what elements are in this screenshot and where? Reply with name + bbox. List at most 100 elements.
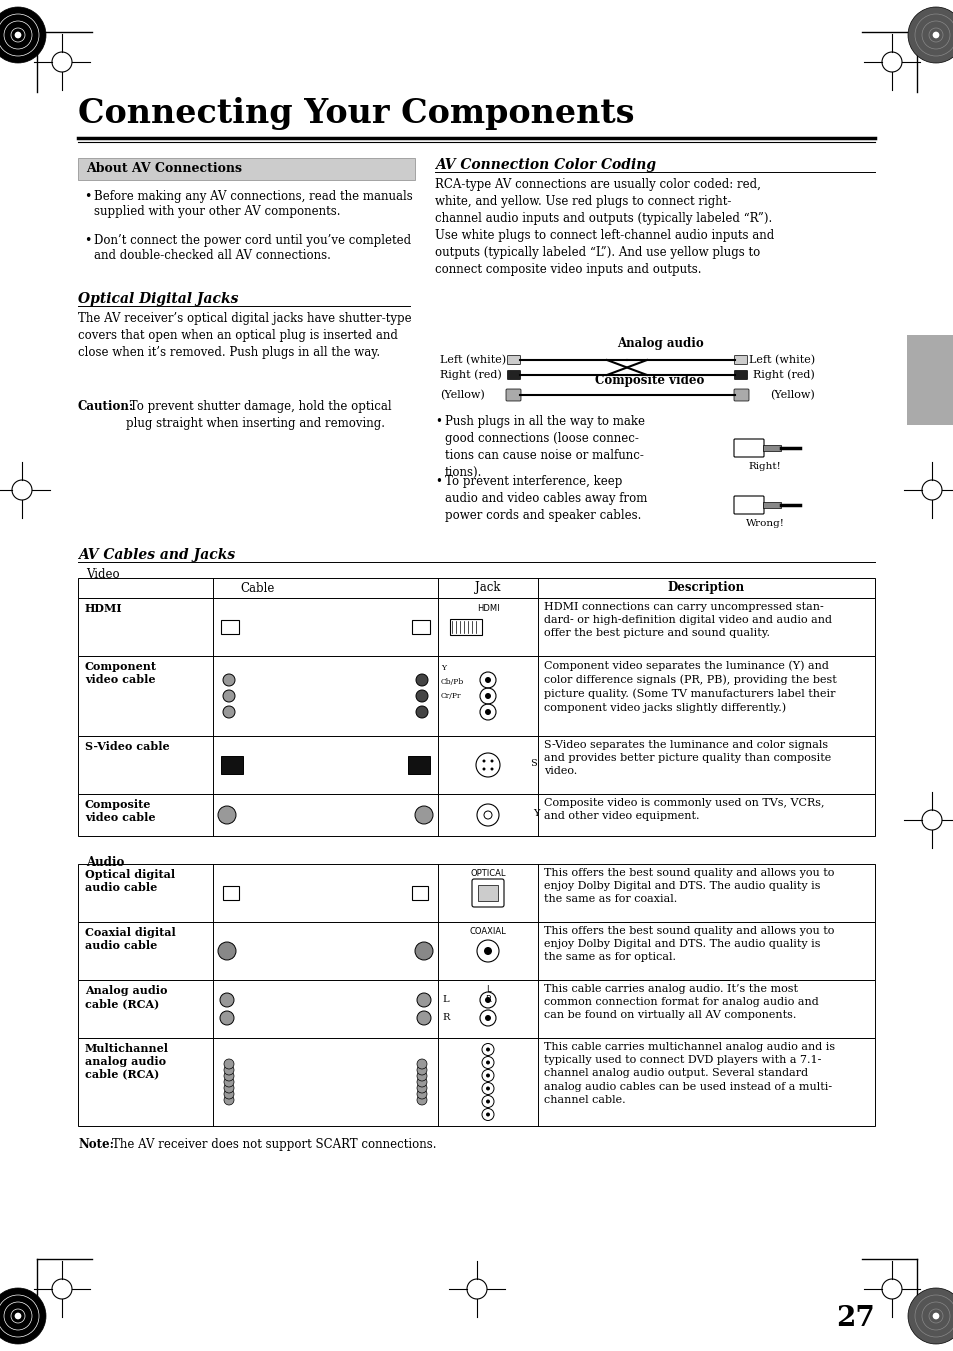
Circle shape bbox=[484, 709, 491, 715]
Text: Cr/Pr: Cr/Pr bbox=[440, 692, 461, 700]
Circle shape bbox=[485, 1047, 490, 1051]
Circle shape bbox=[485, 1061, 490, 1065]
Circle shape bbox=[224, 1077, 233, 1088]
Text: S: S bbox=[530, 758, 537, 767]
Circle shape bbox=[907, 1288, 953, 1344]
Text: Component
video cable: Component video cable bbox=[85, 661, 157, 685]
Text: Component video separates the luminance (Y) and
color difference signals (PR, PB: Component video separates the luminance … bbox=[543, 661, 836, 712]
Text: R: R bbox=[441, 1012, 449, 1021]
Bar bbox=[78, 1038, 874, 1125]
Bar bbox=[78, 921, 874, 979]
Text: RCA-type AV connections are usually color coded: red,
white, and yellow. Use red: RCA-type AV connections are usually colo… bbox=[435, 178, 774, 276]
Text: •: • bbox=[84, 234, 91, 247]
Circle shape bbox=[490, 767, 493, 770]
Circle shape bbox=[218, 807, 235, 824]
Text: Analog audio
cable (RCA): Analog audio cable (RCA) bbox=[85, 985, 168, 1009]
Text: S-Video separates the luminance and color signals
and provides better picture qu: S-Video separates the luminance and colo… bbox=[543, 740, 830, 777]
Bar bbox=[412, 886, 428, 900]
Circle shape bbox=[223, 674, 234, 686]
Text: Optical digital
audio cable: Optical digital audio cable bbox=[85, 869, 175, 893]
Text: Left (white): Left (white) bbox=[439, 355, 506, 365]
Bar bbox=[78, 736, 874, 794]
Text: OPTICAL: OPTICAL bbox=[470, 869, 505, 878]
Circle shape bbox=[485, 1100, 490, 1104]
Text: HDMI connections can carry uncompressed stan-
dard- or high-definition digital v: HDMI connections can carry uncompressed … bbox=[543, 603, 831, 639]
Bar bbox=[78, 158, 415, 180]
Circle shape bbox=[416, 1011, 431, 1025]
Text: Note:: Note: bbox=[78, 1138, 113, 1151]
Text: AV Connection Color Coding: AV Connection Color Coding bbox=[435, 158, 656, 172]
Circle shape bbox=[416, 674, 428, 686]
Circle shape bbox=[416, 1059, 427, 1069]
Bar bbox=[221, 757, 243, 774]
Text: Cable: Cable bbox=[240, 581, 274, 594]
Bar bbox=[78, 657, 874, 736]
Bar bbox=[762, 503, 781, 508]
FancyBboxPatch shape bbox=[507, 370, 520, 380]
Circle shape bbox=[416, 993, 431, 1006]
Circle shape bbox=[415, 807, 433, 824]
Text: To prevent interference, keep
audio and video cables away from
power cords and s: To prevent interference, keep audio and … bbox=[444, 476, 647, 521]
Circle shape bbox=[932, 31, 939, 38]
Text: 27: 27 bbox=[836, 1305, 874, 1332]
Circle shape bbox=[416, 1065, 427, 1075]
Text: About AV Connections: About AV Connections bbox=[86, 162, 242, 176]
Bar bbox=[450, 619, 481, 635]
Text: Description: Description bbox=[667, 581, 744, 594]
Text: Connecting Your Components: Connecting Your Components bbox=[78, 97, 634, 130]
Text: Before making any AV connections, read the manuals
supplied with your other AV c: Before making any AV connections, read t… bbox=[94, 190, 413, 218]
Circle shape bbox=[14, 31, 21, 38]
Circle shape bbox=[224, 1059, 233, 1069]
Circle shape bbox=[218, 942, 235, 961]
Bar bbox=[78, 794, 874, 836]
Circle shape bbox=[485, 1086, 490, 1090]
Circle shape bbox=[932, 1313, 939, 1320]
Circle shape bbox=[416, 1084, 427, 1093]
Bar bbox=[412, 620, 430, 634]
Circle shape bbox=[484, 677, 491, 684]
Circle shape bbox=[224, 1065, 233, 1075]
Text: Audio: Audio bbox=[86, 857, 124, 869]
Text: Push plugs in all the way to make
good connections (loose connec-
tions can caus: Push plugs in all the way to make good c… bbox=[444, 415, 644, 480]
Bar bbox=[223, 886, 239, 900]
Circle shape bbox=[223, 707, 234, 717]
Text: (Yellow): (Yellow) bbox=[769, 390, 814, 400]
Circle shape bbox=[484, 693, 491, 698]
Bar bbox=[221, 620, 239, 634]
FancyBboxPatch shape bbox=[733, 496, 763, 513]
Circle shape bbox=[416, 707, 428, 717]
Text: Caution:: Caution: bbox=[78, 400, 134, 413]
Circle shape bbox=[0, 7, 46, 63]
Bar bbox=[78, 598, 874, 657]
Bar bbox=[477, 885, 497, 901]
Text: Don’t connect the power cord until you’ve completed
and double-checked all AV co: Don’t connect the power cord until you’v… bbox=[94, 234, 411, 262]
FancyBboxPatch shape bbox=[505, 389, 520, 401]
Circle shape bbox=[482, 767, 485, 770]
Text: Cb/Pb: Cb/Pb bbox=[440, 678, 464, 686]
Bar bbox=[78, 979, 874, 1038]
Circle shape bbox=[0, 1288, 46, 1344]
Text: Wrong!: Wrong! bbox=[745, 519, 783, 528]
Circle shape bbox=[220, 993, 233, 1006]
Text: L: L bbox=[441, 994, 448, 1004]
Bar bbox=[408, 757, 430, 774]
Text: Right!: Right! bbox=[748, 462, 781, 471]
Text: Coaxial digital
audio cable: Coaxial digital audio cable bbox=[85, 927, 175, 951]
Circle shape bbox=[224, 1096, 233, 1105]
Text: To prevent shutter damage, hold the optical
plug straight when inserting and rem: To prevent shutter damage, hold the opti… bbox=[126, 400, 392, 430]
Circle shape bbox=[485, 1112, 490, 1116]
Text: S-Video cable: S-Video cable bbox=[85, 740, 170, 753]
Circle shape bbox=[224, 1089, 233, 1098]
FancyBboxPatch shape bbox=[733, 389, 748, 401]
Circle shape bbox=[14, 1313, 21, 1320]
Text: •: • bbox=[435, 476, 441, 488]
Text: Right (red): Right (red) bbox=[753, 370, 814, 380]
Circle shape bbox=[416, 1071, 427, 1081]
Text: The AV receiver’s optical digital jacks have shutter-type
covers that open when : The AV receiver’s optical digital jacks … bbox=[78, 312, 411, 359]
Text: The AV receiver does not support SCART connections.: The AV receiver does not support SCART c… bbox=[112, 1138, 436, 1151]
FancyBboxPatch shape bbox=[472, 880, 503, 907]
Circle shape bbox=[490, 759, 493, 762]
Text: This cable carries multichannel analog audio and is
typically used to connect DV: This cable carries multichannel analog a… bbox=[543, 1042, 834, 1105]
Circle shape bbox=[483, 947, 492, 955]
Text: Right (red): Right (red) bbox=[439, 370, 501, 380]
